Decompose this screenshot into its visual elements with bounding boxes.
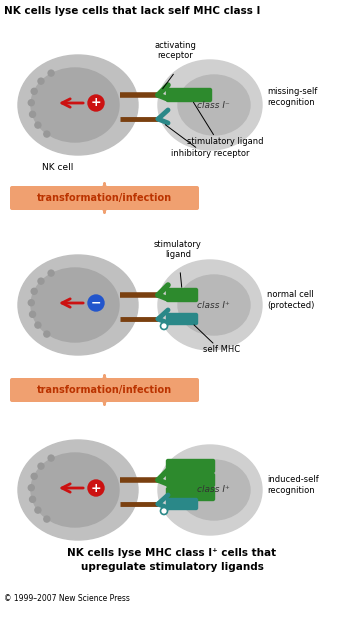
FancyBboxPatch shape bbox=[166, 459, 215, 472]
Text: NK cells lyse cells that lack self MHC class I: NK cells lyse cells that lack self MHC c… bbox=[4, 6, 260, 16]
Ellipse shape bbox=[31, 453, 119, 527]
Circle shape bbox=[48, 455, 54, 461]
Ellipse shape bbox=[178, 275, 250, 335]
Ellipse shape bbox=[158, 260, 262, 350]
Text: inhibitory receptor: inhibitory receptor bbox=[171, 149, 249, 158]
Circle shape bbox=[35, 507, 41, 513]
FancyBboxPatch shape bbox=[166, 474, 215, 487]
Circle shape bbox=[161, 508, 168, 514]
Circle shape bbox=[48, 70, 54, 76]
Circle shape bbox=[30, 111, 35, 118]
Circle shape bbox=[38, 278, 44, 284]
Circle shape bbox=[31, 474, 37, 479]
Circle shape bbox=[88, 480, 104, 496]
Ellipse shape bbox=[158, 445, 262, 535]
Text: activating
receptor: activating receptor bbox=[154, 41, 196, 60]
FancyBboxPatch shape bbox=[166, 488, 215, 501]
Circle shape bbox=[28, 100, 34, 106]
Text: stimulatory ligand: stimulatory ligand bbox=[187, 137, 263, 146]
Text: © 1999–2007 New Science Press: © 1999–2007 New Science Press bbox=[4, 594, 130, 603]
Text: NK cell: NK cell bbox=[42, 163, 73, 172]
FancyBboxPatch shape bbox=[166, 498, 197, 509]
Text: −: − bbox=[91, 297, 101, 310]
Circle shape bbox=[28, 485, 34, 491]
FancyBboxPatch shape bbox=[166, 288, 197, 301]
Ellipse shape bbox=[31, 68, 119, 142]
Text: normal cell
(protected): normal cell (protected) bbox=[267, 290, 314, 310]
Text: induced-self
recognition: induced-self recognition bbox=[267, 475, 319, 495]
Text: transformation/infection: transformation/infection bbox=[37, 385, 172, 395]
Ellipse shape bbox=[18, 55, 138, 155]
Ellipse shape bbox=[18, 255, 138, 355]
Circle shape bbox=[31, 288, 37, 294]
Text: missing-self
recognition: missing-self recognition bbox=[267, 87, 318, 106]
Circle shape bbox=[161, 322, 168, 329]
Circle shape bbox=[35, 122, 41, 128]
Text: class I⁺: class I⁺ bbox=[197, 485, 229, 495]
Circle shape bbox=[88, 295, 104, 311]
Text: +: + bbox=[91, 482, 101, 495]
Circle shape bbox=[31, 89, 37, 94]
Text: +: + bbox=[91, 97, 101, 110]
FancyBboxPatch shape bbox=[10, 186, 199, 210]
Circle shape bbox=[44, 331, 50, 337]
FancyBboxPatch shape bbox=[166, 89, 212, 102]
Ellipse shape bbox=[178, 75, 250, 135]
FancyBboxPatch shape bbox=[10, 378, 199, 402]
Ellipse shape bbox=[18, 440, 138, 540]
Text: NK cells lyse MHC class I⁺ cells that: NK cells lyse MHC class I⁺ cells that bbox=[67, 548, 277, 558]
Ellipse shape bbox=[178, 460, 250, 520]
Text: class I⁺: class I⁺ bbox=[197, 300, 229, 310]
Text: upregulate stimulatory ligands: upregulate stimulatory ligands bbox=[80, 562, 264, 572]
Text: self MHC: self MHC bbox=[203, 345, 240, 354]
Circle shape bbox=[38, 78, 44, 84]
Circle shape bbox=[35, 322, 41, 328]
Circle shape bbox=[28, 300, 34, 306]
Circle shape bbox=[38, 463, 44, 469]
Circle shape bbox=[48, 270, 54, 276]
Text: stimulatory
ligand: stimulatory ligand bbox=[154, 240, 202, 259]
Text: transformation/infection: transformation/infection bbox=[37, 193, 172, 203]
Circle shape bbox=[30, 496, 35, 503]
Circle shape bbox=[44, 516, 50, 522]
Ellipse shape bbox=[158, 60, 262, 150]
Ellipse shape bbox=[31, 268, 119, 342]
FancyBboxPatch shape bbox=[166, 313, 197, 324]
Circle shape bbox=[88, 95, 104, 111]
Circle shape bbox=[30, 311, 35, 318]
Circle shape bbox=[44, 131, 50, 137]
Text: class I⁻: class I⁻ bbox=[197, 100, 229, 110]
